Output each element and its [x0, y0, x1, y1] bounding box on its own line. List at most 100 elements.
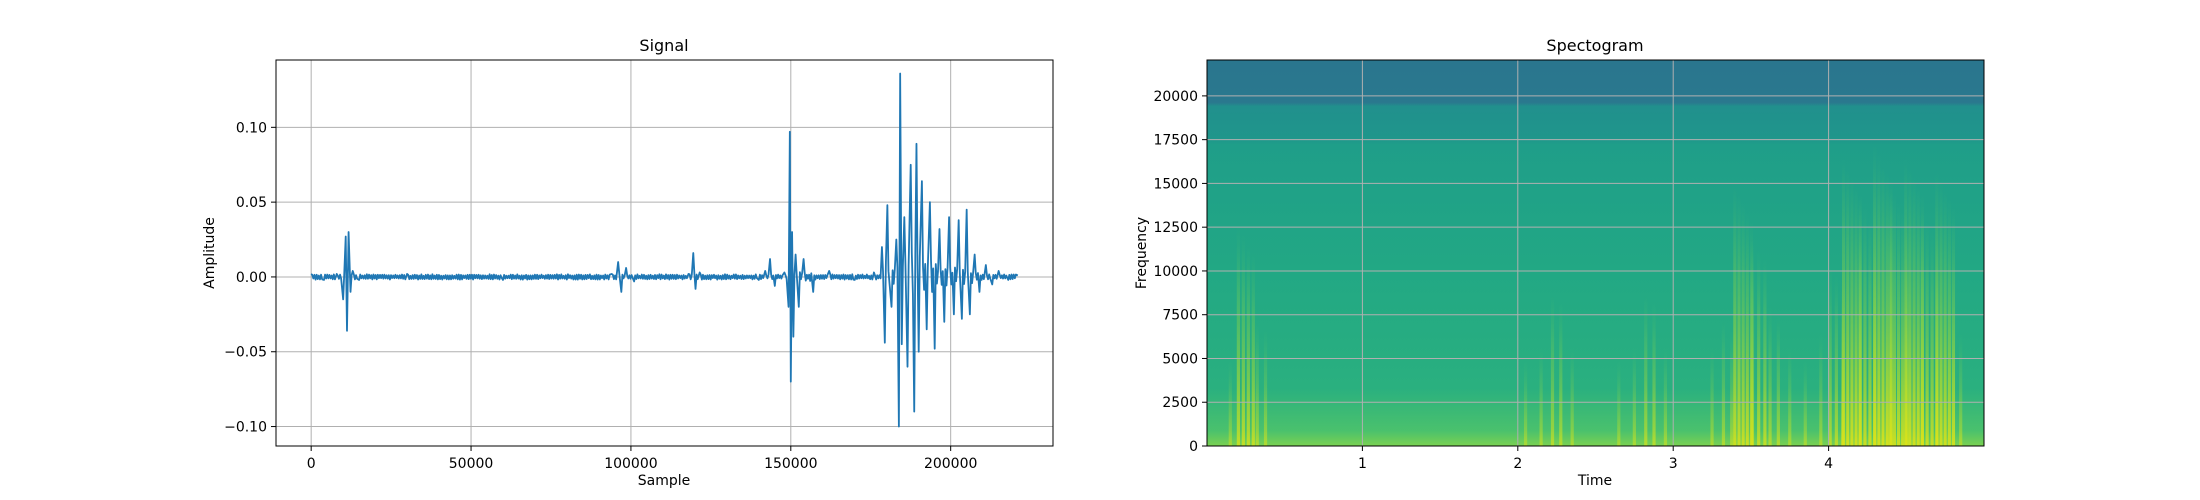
- spectrogram-image: [1207, 60, 1984, 446]
- spectrogram-energy-band: [1877, 153, 1881, 446]
- spectrogram-energy-band: [1644, 293, 1648, 446]
- spectrogram-energy-band: [1632, 347, 1636, 446]
- signal-x-tick-label: 150000: [764, 456, 817, 472]
- spectrogram-y-tick-label: 5000: [1162, 351, 1198, 367]
- spectrogram-energy-band: [1539, 347, 1543, 446]
- spectrogram-energy-band: [1885, 171, 1889, 446]
- spectrogram-energy-band: [1896, 203, 1901, 446]
- signal-x-tick-label: 200000: [924, 456, 977, 472]
- spectrogram-energy-band: [1617, 361, 1621, 446]
- spectrogram-energy-band: [1236, 225, 1240, 446]
- spectrogram-energy-band: [1939, 180, 1943, 446]
- spectrogram-energy-band: [1901, 212, 1905, 446]
- spectrogram-energy-band: [1951, 207, 1956, 446]
- spectrogram-energy-band: [1863, 207, 1867, 446]
- spectrogram-energy-band: [1721, 320, 1726, 446]
- spectrogram-energy-band: [1842, 158, 1846, 446]
- spectrogram-energy-band: [1916, 185, 1920, 446]
- spectrogram-energy-band: [1943, 189, 1947, 446]
- spectrogram-energy-band: [1750, 239, 1755, 446]
- spectrogram-energy-band: [1241, 234, 1245, 446]
- spectrogram-energy-band: [1246, 243, 1250, 446]
- spectrogram-energy-band: [1523, 361, 1528, 446]
- spectrogram-x-tick-label: 3: [1669, 456, 1678, 472]
- spectrogram-y-tick-label: 17500: [1153, 133, 1198, 149]
- spectrogram-energy-band: [1763, 257, 1767, 446]
- signal-y-tick-label: 0.10: [236, 120, 267, 136]
- spectrogram-title: Spectogram: [1546, 36, 1643, 55]
- spectrogram-energy-band: [1881, 162, 1885, 446]
- spectrogram-energy-band: [1850, 176, 1854, 446]
- spectrogram-x-tick-label: 1: [1358, 456, 1367, 472]
- spectrogram-energy-band: [1904, 158, 1908, 446]
- spectrogram-energy-band: [1559, 302, 1563, 446]
- spectrogram-y-tick-label: 7500: [1162, 308, 1198, 324]
- spectrogram-x-tick-label: 4: [1824, 456, 1833, 472]
- spectrogram-energy-band: [1959, 334, 1963, 446]
- spectrogram-energy-band: [1768, 307, 1772, 446]
- spectrogram-energy-band: [1803, 361, 1807, 446]
- spectrogram-energy-band: [1730, 329, 1734, 446]
- spectrogram-energy-band: [1737, 194, 1741, 446]
- spectrogram-y-tick-label: 15000: [1153, 176, 1198, 192]
- spectrogram-energy-band: [1550, 293, 1555, 446]
- spectrogram-y-tick-label: 12500: [1153, 220, 1198, 236]
- spectrogram-energy-band: [1745, 212, 1749, 446]
- signal-y-axis-label: Amplitude: [202, 217, 218, 289]
- spectrogram-energy-band: [1925, 221, 1929, 446]
- signal-axes-frame: [275, 59, 1054, 447]
- spectrogram-panel: Spectogram 1 2 3: [1134, 36, 1985, 489]
- spectrogram-energy-band: [1892, 194, 1896, 446]
- signal-ticks: 0 50000 100000 150000 200000 −0.10 −0.05 0.00 0.…: [224, 120, 977, 472]
- spectrogram-energy-band: [1935, 171, 1939, 446]
- signal-y-tick-label: −0.05: [224, 345, 267, 361]
- spectrogram-energy-band: [1920, 212, 1924, 446]
- spectrogram-ticks: 1 2 3 4 0 2500 5000 7500 10000 12500 15000 17500 200…: [1153, 89, 1833, 472]
- spectrogram-y-axis-label: Frequency: [1134, 217, 1150, 289]
- spectrogram-energy-band: [1912, 176, 1916, 446]
- spectrogram-energy-band: [1819, 334, 1823, 446]
- spectrogram-energy-band: [1846, 167, 1850, 446]
- spectrogram-energy-band: [1710, 347, 1714, 446]
- signal-title: Signal: [639, 36, 688, 55]
- spectrogram-energy-band: [1888, 185, 1892, 446]
- spectrogram-energy-band: [1652, 302, 1656, 446]
- spectrogram-energy-band: [1741, 203, 1745, 446]
- signal-x-tick-label: 100000: [604, 456, 657, 472]
- spectrogram-energy-band: [1858, 198, 1862, 446]
- spectrogram-x-axis-label: Time: [1577, 473, 1612, 489]
- spectrogram-events: [1228, 144, 1963, 446]
- signal-waveform: [310, 72, 1019, 428]
- spectrogram-energy-band: [1251, 252, 1255, 446]
- spectrogram-energy-band: [1757, 248, 1761, 446]
- spectrogram-energy-band: [1255, 320, 1259, 446]
- signal-x-tick-label: 0: [307, 456, 316, 472]
- spectrogram-energy-band: [1570, 347, 1574, 446]
- signal-x-tick-label: 50000: [449, 456, 494, 472]
- spectrogram-energy-band: [1263, 329, 1268, 446]
- spectrogram-y-tick-label: 2500: [1162, 395, 1198, 411]
- signal-y-tick-label: −0.10: [224, 420, 267, 436]
- spectrogram-x-tick-label: 2: [1513, 456, 1522, 472]
- spectrogram-energy-band: [1776, 316, 1780, 446]
- signal-panel: Signal 0 50000 100000 150000 200000 −0.10 −0.0…: [202, 36, 1054, 489]
- signal-y-tick-label: 0.00: [236, 270, 267, 286]
- signal-y-tick-label: 0.05: [236, 195, 267, 211]
- spectrogram-y-tick-label: 0: [1189, 439, 1198, 455]
- spectrogram-energy-band: [1663, 347, 1668, 446]
- spectrogram-energy-band: [1873, 144, 1877, 446]
- spectrogram-energy-band: [1854, 185, 1858, 446]
- spectrogram-energy-band: [1908, 167, 1912, 446]
- spectrogram-energy-band: [1828, 266, 1832, 446]
- spectrogram-energy-band: [1947, 198, 1951, 446]
- spectrogram-energy-band: [1228, 361, 1232, 446]
- spectrogram-energy-band: [1868, 216, 1872, 446]
- spectrogram-y-tick-label: 10000: [1153, 264, 1198, 280]
- spectrogram-axes-frame: [1206, 59, 1985, 447]
- spectrogram-energy-band: [1788, 347, 1792, 446]
- spectrogram-energy-band: [1834, 275, 1838, 446]
- signal-x-axis-label: Sample: [638, 473, 691, 489]
- spectrogram-energy-band: [1930, 230, 1934, 446]
- spectrogram-y-tick-label: 20000: [1153, 89, 1198, 105]
- spectrogram-energy-band: [1733, 185, 1737, 446]
